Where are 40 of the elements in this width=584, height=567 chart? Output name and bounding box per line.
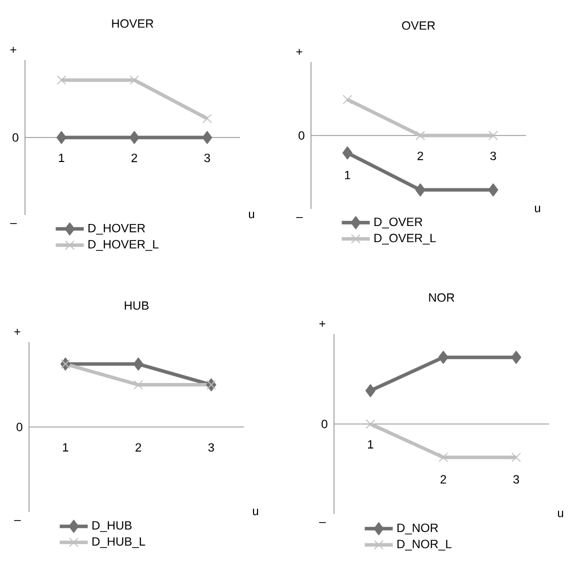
legend-label: D_HUB_L	[92, 537, 146, 548]
chart-title: NOR	[429, 293, 454, 302]
x-tick-label: 3	[490, 152, 496, 160]
x-tick-label: 2	[440, 475, 446, 484]
x-tick-label: 2	[132, 154, 138, 162]
text: –	[296, 217, 303, 218]
x-tick-label: 2	[136, 443, 142, 452]
x-axis-title: u	[534, 206, 540, 212]
text: 0	[322, 420, 328, 428]
text: 0	[12, 133, 18, 142]
legend-label: D_HOVER_L	[88, 240, 158, 251]
legend-label: D_HOVER	[88, 224, 145, 235]
text: +	[10, 46, 16, 53]
chart-title: HOVER	[112, 19, 154, 28]
x-tick-label: 3	[204, 154, 210, 162]
x-tick-label: 2	[418, 152, 424, 160]
x-tick-label: 1	[63, 443, 68, 452]
text: 0	[298, 131, 304, 140]
x-tick-label: 1	[345, 170, 350, 180]
text: –	[319, 522, 326, 523]
x-tick-label: 1	[59, 154, 64, 162]
text: 0	[16, 422, 22, 432]
legend-label: D_OVER	[374, 218, 422, 228]
legend-label: D_NOR	[397, 524, 438, 534]
legend-label: D_NOR_L	[397, 540, 452, 551]
x-axis-title: u	[252, 508, 258, 516]
legend-label: D_HUB	[92, 521, 132, 532]
text: +	[296, 48, 302, 55]
x-tick-label: 3	[208, 443, 214, 452]
x-axis-title: u	[248, 212, 254, 218]
text: +	[319, 320, 326, 327]
chart-title: OVER	[402, 21, 435, 30]
x-tick-label: 3	[513, 475, 520, 484]
text: –	[14, 520, 21, 521]
x-axis-title: u	[558, 510, 564, 518]
text: –	[10, 223, 17, 224]
legend-label: D_OVER_L	[374, 234, 436, 245]
chart-title: HUB	[124, 301, 149, 310]
text: +	[14, 328, 20, 335]
x-tick-label: 1	[368, 440, 374, 448]
